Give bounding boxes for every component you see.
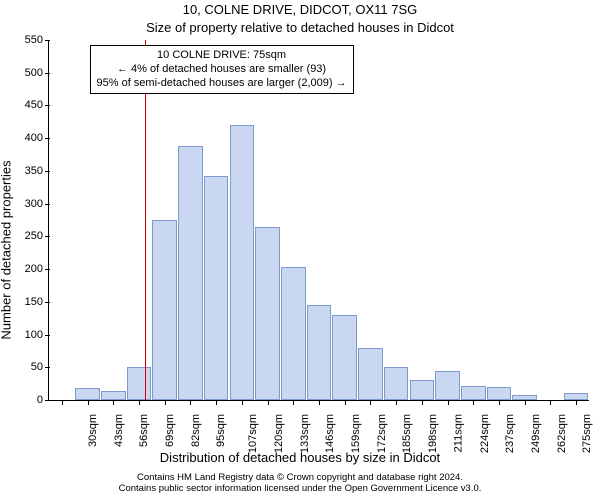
bar: [203, 176, 229, 400]
x-tick-mark: [319, 400, 320, 405]
x-tick-label: 107sqm: [247, 414, 259, 453]
y-tick: 100: [25, 329, 49, 341]
bar: [486, 387, 512, 400]
bar: [229, 125, 255, 400]
bar-slot: [435, 40, 461, 400]
y-tick: 50: [31, 361, 49, 373]
x-tick-mark: [139, 400, 140, 405]
page-title: 10, COLNE DRIVE, DIDCOT, OX11 7SG: [0, 2, 600, 17]
bar: [152, 220, 178, 400]
y-tick: 350: [25, 165, 49, 177]
bar: [383, 367, 409, 400]
x-axis-label: Distribution of detached houses by size …: [0, 450, 600, 465]
x-tick-mark: [525, 400, 526, 405]
x-tick-label: 30sqm: [87, 414, 99, 447]
x-tick-label: 224sqm: [479, 414, 491, 453]
x-tick-label: 56sqm: [138, 414, 150, 447]
x-tick-label: 133sqm: [299, 414, 311, 453]
bar: [435, 371, 461, 400]
bar: [126, 367, 152, 400]
bar-slot: [563, 40, 589, 400]
bar: [409, 380, 435, 400]
x-tick-mark: [293, 400, 294, 405]
annotation-line-2: ← 4% of detached houses are smaller (93): [97, 63, 347, 77]
bar-slot: [358, 40, 384, 400]
bar-slot: [49, 40, 75, 400]
bar-slot: [512, 40, 538, 400]
y-tick: 450: [25, 99, 49, 111]
x-tick-label: 43sqm: [113, 414, 125, 447]
x-tick-mark: [345, 400, 346, 405]
y-axis-label: Number of detached properties: [0, 160, 14, 339]
y-tick: 200: [25, 263, 49, 275]
x-tick-label: 262sqm: [556, 414, 568, 453]
x-tick-label: 211sqm: [452, 414, 464, 452]
x-tick-label: 82sqm: [190, 414, 202, 447]
annotation-line-1: 10 COLNE DRIVE: 75sqm: [97, 49, 347, 63]
bar: [255, 227, 281, 400]
bar-slot: [383, 40, 409, 400]
y-tick: 250: [25, 230, 49, 242]
x-tick-mark: [550, 400, 551, 405]
x-tick-mark: [448, 400, 449, 405]
bar-slot: [460, 40, 486, 400]
x-tick-mark: [190, 400, 191, 405]
x-tick-mark: [268, 400, 269, 405]
bar: [100, 391, 126, 400]
footnote: Contains HM Land Registry data © Crown c…: [0, 473, 600, 495]
y-tick: 400: [25, 132, 49, 144]
x-tick-mark: [422, 400, 423, 405]
bar-slot: [538, 40, 564, 400]
annotation-box: 10 COLNE DRIVE: 75sqm ← 4% of detached h…: [90, 45, 354, 94]
x-tick-label: 249sqm: [530, 414, 542, 453]
bar: [178, 146, 204, 400]
bar: [332, 315, 358, 400]
x-tick-label: 95sqm: [215, 414, 227, 447]
x-tick-label: 185sqm: [402, 414, 414, 453]
x-tick-mark: [576, 400, 577, 405]
x-tick-mark: [62, 400, 63, 405]
x-tick-mark: [499, 400, 500, 405]
y-tick: 500: [25, 67, 49, 79]
page-subtitle: Size of property relative to detached ho…: [0, 20, 600, 35]
x-tick-label: 159sqm: [350, 414, 362, 453]
x-tick-mark: [473, 400, 474, 405]
footnote-line-2: Contains public sector information licen…: [0, 484, 600, 495]
y-tick: 150: [25, 296, 49, 308]
x-tick-label: 275sqm: [582, 414, 594, 453]
bar: [280, 267, 306, 400]
bar: [306, 305, 332, 400]
chart-plot-area: 10 COLNE DRIVE: 75sqm ← 4% of detached h…: [48, 40, 589, 401]
x-tick-label: 237sqm: [504, 414, 516, 453]
bar: [358, 348, 384, 400]
bar-slot: [409, 40, 435, 400]
bar: [75, 388, 101, 400]
y-tick: 0: [37, 394, 49, 406]
bar-slot: [486, 40, 512, 400]
x-tick-mark: [216, 400, 217, 405]
x-tick-label: 172sqm: [376, 414, 388, 453]
x-tick-mark: [113, 400, 114, 405]
x-tick-label: 120sqm: [273, 414, 285, 453]
bar: [460, 386, 486, 400]
x-tick-label: 146sqm: [324, 414, 336, 453]
x-tick-label: 198sqm: [427, 414, 439, 453]
x-tick-mark: [88, 400, 89, 405]
x-tick-label: 69sqm: [164, 414, 176, 447]
y-tick: 300: [25, 198, 49, 210]
x-tick-mark: [396, 400, 397, 405]
x-tick-mark: [242, 400, 243, 405]
annotation-line-3: 95% of semi-detached houses are larger (…: [97, 77, 347, 91]
x-tick-mark: [370, 400, 371, 405]
y-tick: 550: [25, 34, 49, 46]
x-tick-mark: [165, 400, 166, 405]
